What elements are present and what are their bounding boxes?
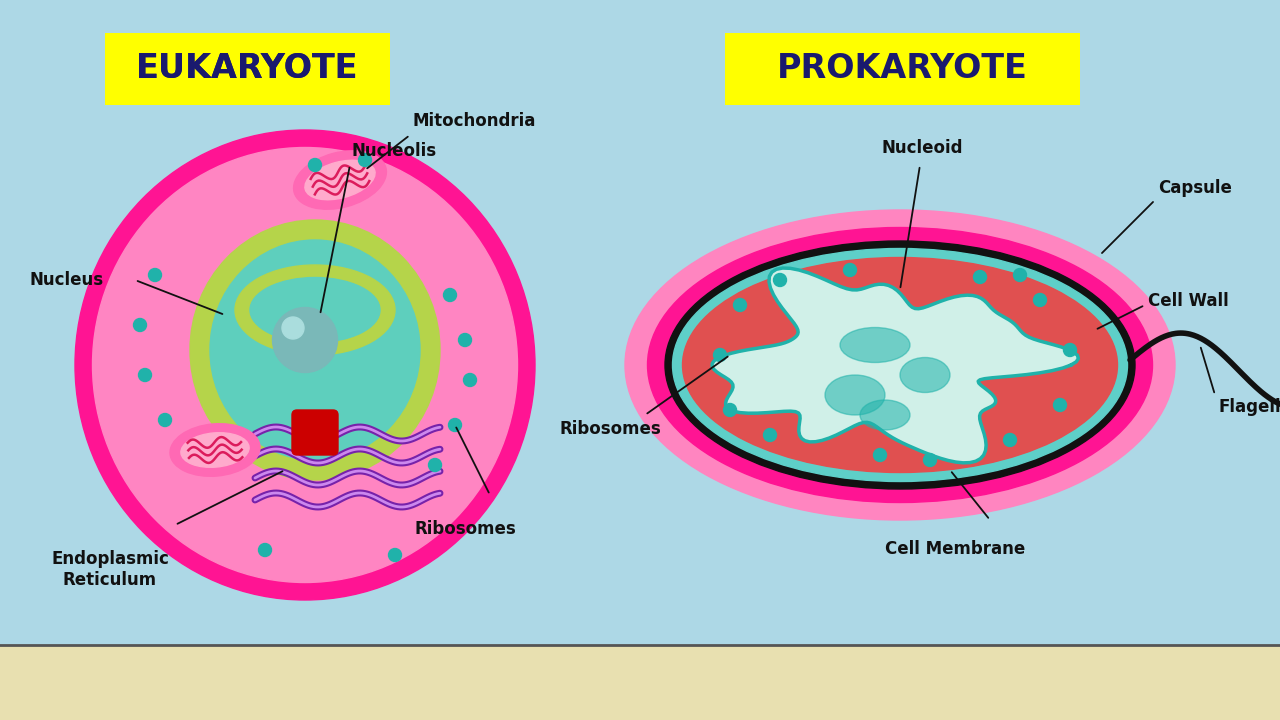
Text: Cell Wall: Cell Wall: [1148, 292, 1229, 310]
Polygon shape: [712, 268, 1078, 463]
Ellipse shape: [236, 265, 396, 355]
Ellipse shape: [1053, 398, 1066, 412]
Ellipse shape: [358, 153, 371, 166]
Ellipse shape: [92, 148, 517, 582]
Ellipse shape: [448, 418, 462, 431]
FancyBboxPatch shape: [292, 410, 338, 455]
Text: Nucleus: Nucleus: [29, 271, 104, 289]
Ellipse shape: [443, 289, 457, 302]
Ellipse shape: [210, 240, 420, 460]
Text: Ribosomes: Ribosomes: [559, 420, 660, 438]
Ellipse shape: [305, 161, 375, 199]
Ellipse shape: [625, 210, 1175, 520]
Text: Flagellum: Flagellum: [1219, 398, 1280, 416]
Ellipse shape: [1004, 433, 1016, 446]
Ellipse shape: [666, 241, 1135, 489]
FancyBboxPatch shape: [105, 33, 390, 105]
FancyBboxPatch shape: [724, 33, 1080, 105]
Ellipse shape: [259, 544, 271, 557]
Ellipse shape: [159, 413, 172, 426]
Ellipse shape: [826, 375, 884, 415]
Ellipse shape: [308, 158, 321, 171]
Text: EUKARYOTE: EUKARYOTE: [136, 53, 358, 86]
Text: Nucleoid: Nucleoid: [881, 139, 963, 157]
Ellipse shape: [282, 317, 305, 339]
Ellipse shape: [844, 264, 856, 276]
Text: Nucleolis: Nucleolis: [352, 142, 438, 160]
Ellipse shape: [76, 130, 535, 600]
Ellipse shape: [389, 549, 402, 562]
Text: Ribosomes: Ribosomes: [415, 520, 516, 538]
Ellipse shape: [672, 248, 1128, 482]
Ellipse shape: [648, 228, 1152, 503]
Ellipse shape: [723, 403, 736, 416]
Ellipse shape: [763, 428, 777, 441]
Ellipse shape: [974, 271, 987, 284]
Ellipse shape: [1064, 343, 1076, 356]
Text: Endoplasmic
Reticulum: Endoplasmic Reticulum: [51, 550, 169, 589]
Text: Cell Membrane: Cell Membrane: [884, 540, 1025, 558]
Ellipse shape: [923, 454, 937, 467]
Text: EUKARYOTE: EUKARYOTE: [136, 53, 358, 86]
Text: PROKARYOTE: PROKARYOTE: [777, 53, 1028, 86]
Ellipse shape: [873, 449, 887, 462]
Ellipse shape: [293, 150, 387, 210]
Ellipse shape: [170, 423, 260, 477]
Ellipse shape: [733, 299, 746, 312]
Text: Mitochondria: Mitochondria: [413, 112, 536, 130]
Ellipse shape: [682, 258, 1117, 472]
Ellipse shape: [900, 358, 950, 392]
Ellipse shape: [713, 348, 727, 361]
Ellipse shape: [148, 269, 161, 282]
Text: Capsule: Capsule: [1158, 179, 1231, 197]
Ellipse shape: [1014, 269, 1027, 282]
Ellipse shape: [429, 459, 442, 472]
Ellipse shape: [773, 274, 786, 287]
Ellipse shape: [860, 400, 910, 430]
Ellipse shape: [189, 220, 440, 480]
Ellipse shape: [458, 333, 471, 346]
Ellipse shape: [273, 307, 338, 372]
Ellipse shape: [1033, 294, 1047, 307]
Ellipse shape: [463, 374, 476, 387]
Ellipse shape: [138, 369, 151, 382]
Ellipse shape: [840, 328, 910, 362]
Ellipse shape: [133, 318, 146, 331]
Ellipse shape: [180, 433, 250, 467]
Ellipse shape: [250, 277, 380, 343]
Bar: [0, 645, 1280, 720]
